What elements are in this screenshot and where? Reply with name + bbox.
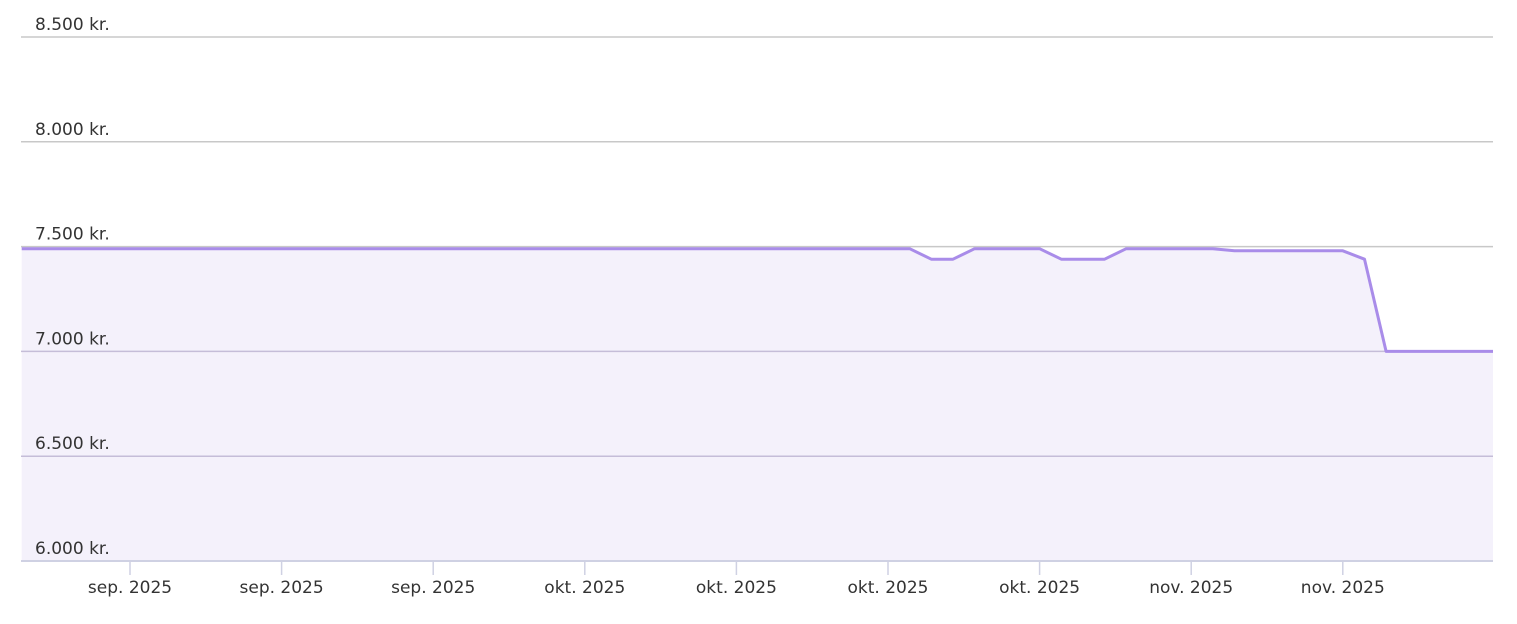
x-tick-label: okt. 2025 [544, 578, 625, 598]
y-axis-labels: 8.500 kr. 8.000 kr. 7.500 kr. 7.000 kr. 6.50… [35, 15, 110, 559]
x-tick-label: sep. 2025 [88, 578, 172, 598]
price-area-fill [21, 248, 1494, 561]
y-tick-label: 6.500 kr. [35, 434, 110, 454]
x-tick-label: nov. 2025 [1149, 578, 1233, 598]
x-tick-label: sep. 2025 [391, 578, 475, 598]
y-tick-label: 6.000 kr. [35, 539, 110, 559]
x-tick-label: nov. 2025 [1301, 578, 1385, 598]
x-tick-label: okt. 2025 [999, 578, 1080, 598]
x-tick-label: okt. 2025 [696, 578, 777, 598]
y-tick-label: 7.000 kr. [35, 329, 110, 349]
x-axis: sep. 2025 sep. 2025 sep. 2025 okt. 2025 okt.… [88, 561, 1385, 598]
price-line [21, 247, 1493, 353]
y-tick-label: 8.000 kr. [35, 120, 110, 140]
y-tick-label: 8.500 kr. [35, 15, 110, 35]
x-tick-label: okt. 2025 [848, 578, 929, 598]
y-gridlines [21, 36, 1493, 562]
x-tick-label: sep. 2025 [240, 578, 324, 598]
y-tick-label: 7.500 kr. [35, 225, 110, 245]
